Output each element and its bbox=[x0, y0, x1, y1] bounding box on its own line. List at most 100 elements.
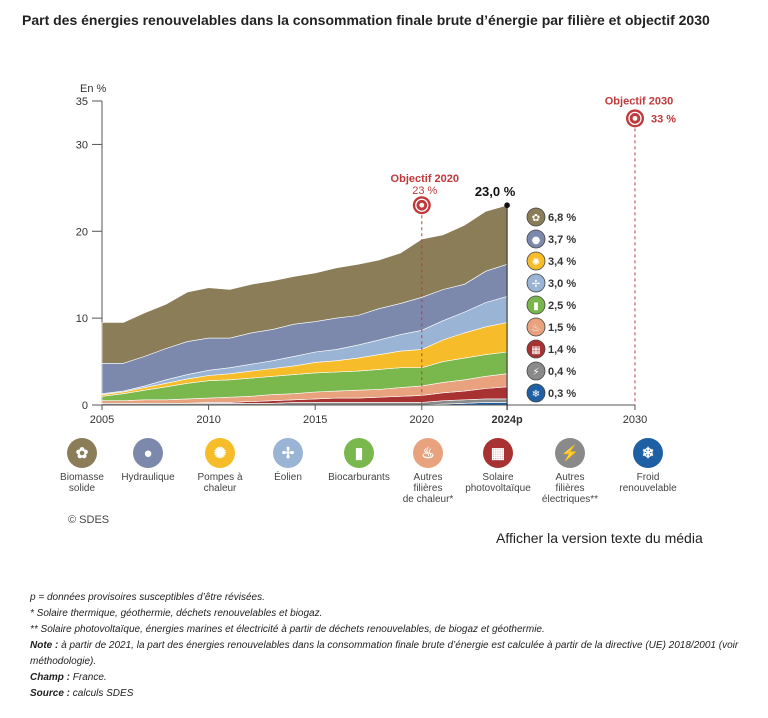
legend-item: ✺ Pompes à chaleur bbox=[175, 438, 265, 494]
chart-title: Part des énergies renouvelables dans la … bbox=[22, 12, 710, 28]
snowflake-icon: ❄ bbox=[633, 438, 663, 468]
x-tick-label: 2010 bbox=[196, 414, 220, 426]
x-tick-label: 2030 bbox=[623, 414, 647, 426]
note-text: à partir de 2021, la part des énergies r… bbox=[30, 640, 739, 667]
legend-label: Éolien bbox=[274, 472, 302, 483]
legend-item: ● Hydraulique bbox=[103, 438, 193, 483]
legend-label: chaleur bbox=[203, 483, 237, 494]
water-drops-icon: ● bbox=[532, 235, 541, 246]
total-point bbox=[504, 202, 510, 209]
legend-label: Solaire bbox=[482, 472, 514, 483]
end-value-label: 2,5 % bbox=[548, 300, 576, 312]
legend-label: renouvelable bbox=[619, 483, 677, 494]
y-tick-label: 30 bbox=[76, 139, 88, 151]
end-label-icon-flame-icon bbox=[526, 317, 546, 337]
legend-item: ⚡ Autres filières électriques** bbox=[525, 438, 615, 505]
legend-label: de chaleur* bbox=[402, 494, 454, 505]
note-label: Note : bbox=[30, 640, 59, 651]
end-label-icon-wind-turbine-icon bbox=[526, 273, 546, 293]
end-label-icon-heat-pump-icon bbox=[526, 251, 546, 271]
legend-label: filières bbox=[413, 483, 443, 494]
end-label-icon-lightning-icon bbox=[526, 361, 546, 381]
legend-label: Autres bbox=[413, 472, 443, 483]
end-label-icon-biomass-icon bbox=[526, 207, 546, 227]
x-tick-label: 2015 bbox=[303, 414, 327, 426]
target-icon-center bbox=[632, 115, 638, 121]
end-label-icon-snowflake-icon bbox=[526, 383, 546, 403]
legend-label: Hydraulique bbox=[121, 472, 175, 483]
end-value-label: 6,8 % bbox=[548, 212, 576, 224]
heat-pump-icon: ✺ bbox=[205, 438, 235, 468]
legend-label: Biomasse bbox=[60, 472, 104, 483]
end-value-label: 3,7 % bbox=[548, 234, 576, 246]
note-footnote-1: * Solaire thermique, géothermie, déchets… bbox=[30, 608, 323, 619]
text-version-link[interactable]: Afficher la version texte du média bbox=[496, 530, 703, 546]
wind-turbine-icon: ✢ bbox=[532, 279, 540, 290]
heat-pump-icon: ✺ bbox=[532, 257, 540, 268]
x-tick-label: 2005 bbox=[90, 414, 114, 426]
copyright: © SDES bbox=[68, 514, 110, 526]
note-methodology: Note : à partir de 2021, la part des éne… bbox=[30, 638, 750, 670]
y-tick-label: 10 bbox=[76, 313, 88, 325]
legend-item: ▮ Biocarburants bbox=[314, 438, 404, 483]
x-tick-label: 2024p bbox=[491, 414, 522, 426]
note-scope: Champ : France. bbox=[30, 670, 750, 686]
y-axis-unit-label: En % bbox=[80, 83, 107, 95]
biomass-icon: ✿ bbox=[532, 213, 540, 224]
note-provisional: p = données provisoires susceptibles d’ê… bbox=[30, 592, 265, 603]
biofuel-icon: ▮ bbox=[344, 438, 374, 468]
lightning-icon: ⚡ bbox=[532, 367, 539, 378]
target-value-2030: 33 % bbox=[651, 113, 676, 125]
legend-label: photovoltaïque bbox=[465, 483, 531, 494]
snowflake-icon: ❄ bbox=[532, 389, 540, 400]
chart-legend: ✿ Biomasse solide ● Hydraulique ✺ Pompes à chal… bbox=[0, 438, 768, 508]
legend-item: ✿ Biomasse solide bbox=[37, 438, 127, 494]
x-tick-label: 2020 bbox=[410, 414, 434, 426]
legend-label: Autres bbox=[555, 472, 585, 483]
y-tick-label: 0 bbox=[82, 400, 88, 412]
note-footnote-2: ** Solaire photovoltaïque, énergies mari… bbox=[30, 624, 545, 635]
end-value-label: 0,4 % bbox=[548, 366, 576, 378]
legend-item: ✢ Éolien bbox=[243, 438, 333, 483]
legend-label: filières bbox=[555, 483, 585, 494]
source-label: Source : bbox=[30, 688, 71, 699]
solar-panel-icon: ▦ bbox=[531, 345, 540, 356]
end-value-label: 1,5 % bbox=[548, 322, 576, 334]
legend-item: ♨ Autres filières de chaleur* bbox=[383, 438, 473, 505]
legend-label: Biocarburants bbox=[328, 472, 390, 483]
source-text: calculs SDES bbox=[70, 688, 134, 699]
target-icon-ring bbox=[628, 111, 642, 126]
legend-label: électriques** bbox=[541, 494, 599, 505]
scope-text: France. bbox=[70, 672, 107, 683]
end-value-label: 0,3 % bbox=[548, 388, 576, 400]
scope-label: Champ : bbox=[30, 672, 70, 683]
target-icon-center bbox=[419, 202, 425, 208]
legend-label: solide bbox=[68, 483, 96, 494]
end-value-label: 3,4 % bbox=[548, 256, 576, 268]
water-drops-icon: ● bbox=[133, 438, 163, 468]
end-label-icon-water-drops-icon bbox=[526, 229, 546, 249]
end-value-label: 1,4 % bbox=[548, 344, 576, 356]
y-tick-label: 20 bbox=[76, 226, 88, 238]
target-value-2020: 23 % bbox=[412, 185, 437, 197]
legend-label: Froid bbox=[636, 472, 660, 483]
target-title-2030: Objectif 2030 bbox=[605, 95, 673, 107]
target-icon-ring bbox=[415, 198, 429, 212]
end-value-label: 3,0 % bbox=[548, 278, 576, 290]
legend-label: Pompes à bbox=[197, 472, 243, 483]
y-tick-label: 35 bbox=[76, 96, 88, 108]
legend-item: ❄ Froid renouvelable bbox=[603, 438, 693, 494]
target-title-2020: Objectif 2020 bbox=[391, 173, 459, 185]
end-label-icon-biofuel-icon bbox=[526, 295, 546, 315]
legend-item: ▦ Solaire photovoltaïque bbox=[453, 438, 543, 494]
flame-icon: ♨ bbox=[532, 323, 541, 334]
flame-icon: ♨ bbox=[413, 438, 443, 468]
note-source: Source : calculs SDES bbox=[30, 686, 750, 702]
lightning-icon: ⚡ bbox=[555, 438, 585, 468]
biomass-icon: ✿ bbox=[67, 438, 97, 468]
biofuel-icon: ▮ bbox=[533, 301, 539, 312]
total-value-label: 23,0 % bbox=[475, 184, 516, 199]
solar-panel-icon: ▦ bbox=[483, 438, 513, 468]
end-label-icon-solar-panel-icon bbox=[526, 339, 546, 359]
